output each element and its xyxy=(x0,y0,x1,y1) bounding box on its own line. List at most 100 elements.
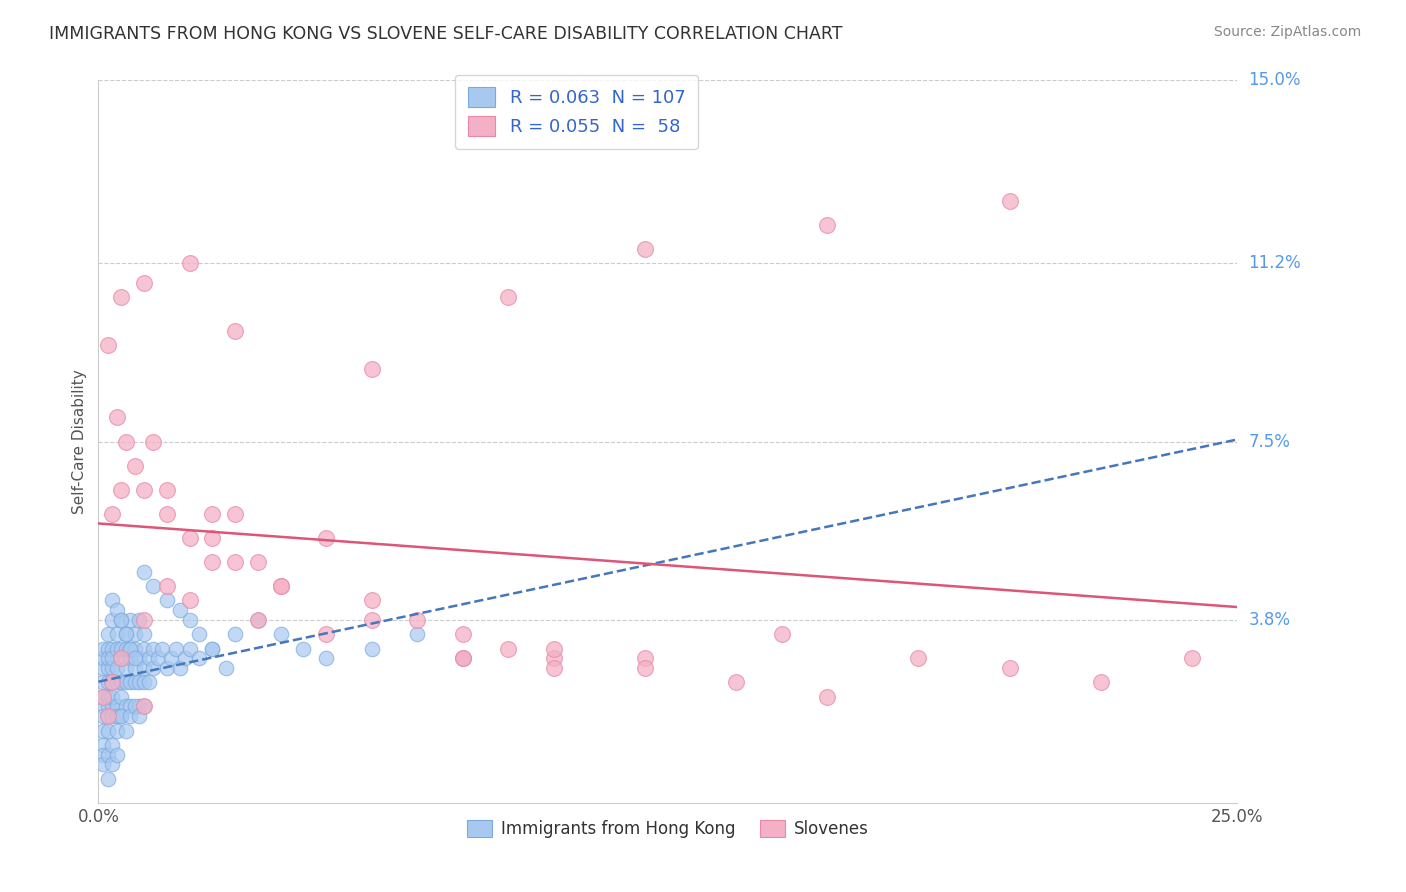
Point xyxy=(110,675,132,690)
Point xyxy=(132,675,155,690)
Point xyxy=(142,641,165,656)
Point xyxy=(132,699,155,714)
Point xyxy=(224,555,246,569)
Point xyxy=(128,613,150,627)
Text: 15.0%: 15.0% xyxy=(1249,71,1301,89)
Point xyxy=(543,641,565,656)
Point xyxy=(156,579,179,593)
Text: IMMIGRANTS FROM HONG KONG VS SLOVENE SELF-CARE DISABILITY CORRELATION CHART: IMMIGRANTS FROM HONG KONG VS SLOVENE SEL… xyxy=(49,25,842,43)
Point xyxy=(124,641,146,656)
Point xyxy=(725,675,748,690)
Point xyxy=(360,641,382,656)
Point xyxy=(215,661,238,675)
Point xyxy=(110,613,132,627)
Point xyxy=(101,699,124,714)
Point xyxy=(114,434,136,449)
Point xyxy=(110,709,132,723)
Point xyxy=(91,651,114,665)
Point xyxy=(91,675,114,690)
Point xyxy=(128,675,150,690)
Point xyxy=(105,675,128,690)
Point xyxy=(120,709,142,723)
Point xyxy=(179,531,201,545)
Point xyxy=(105,661,128,675)
Point xyxy=(498,641,520,656)
Point xyxy=(165,641,187,656)
Point xyxy=(543,651,565,665)
Point xyxy=(120,651,142,665)
Point xyxy=(114,641,136,656)
Point xyxy=(169,661,191,675)
Point xyxy=(315,651,337,665)
Point xyxy=(96,675,118,690)
Point xyxy=(101,675,124,690)
Point xyxy=(270,579,292,593)
Point xyxy=(201,531,224,545)
Point xyxy=(110,641,132,656)
Point xyxy=(815,218,838,232)
Y-axis label: Self-Care Disability: Self-Care Disability xyxy=(72,369,87,514)
Point xyxy=(124,699,146,714)
Point xyxy=(142,579,165,593)
Point xyxy=(105,603,128,617)
Point xyxy=(246,613,269,627)
Point xyxy=(124,675,146,690)
Point xyxy=(132,641,155,656)
Point xyxy=(132,661,155,675)
Point xyxy=(146,651,169,665)
Point xyxy=(128,651,150,665)
Text: Source: ZipAtlas.com: Source: ZipAtlas.com xyxy=(1213,25,1361,39)
Point xyxy=(174,651,197,665)
Point xyxy=(406,627,429,641)
Point xyxy=(156,593,179,607)
Point xyxy=(179,593,201,607)
Point xyxy=(96,651,118,665)
Point xyxy=(1181,651,1204,665)
Point xyxy=(128,709,150,723)
Point xyxy=(179,256,201,270)
Point xyxy=(96,699,118,714)
Point xyxy=(142,661,165,675)
Point xyxy=(101,593,124,607)
Point xyxy=(132,613,155,627)
Point xyxy=(105,410,128,425)
Point xyxy=(105,641,128,656)
Point xyxy=(634,651,657,665)
Point xyxy=(169,603,191,617)
Point xyxy=(91,699,114,714)
Point xyxy=(142,434,165,449)
Point xyxy=(201,507,224,521)
Point xyxy=(998,194,1021,208)
Point xyxy=(101,613,124,627)
Point xyxy=(179,613,201,627)
Point xyxy=(224,627,246,641)
Point xyxy=(110,483,132,497)
Point xyxy=(406,613,429,627)
Point xyxy=(360,613,382,627)
Point xyxy=(815,690,838,704)
Point xyxy=(110,651,132,665)
Point xyxy=(114,661,136,675)
Point xyxy=(224,507,246,521)
Point xyxy=(91,690,114,704)
Point xyxy=(120,699,142,714)
Point xyxy=(132,565,155,579)
Point xyxy=(105,709,128,723)
Legend: Immigrants from Hong Kong, Slovenes: Immigrants from Hong Kong, Slovenes xyxy=(461,814,875,845)
Point xyxy=(160,651,183,665)
Point xyxy=(96,641,118,656)
Point xyxy=(114,627,136,641)
Point xyxy=(101,757,124,772)
Point xyxy=(179,641,201,656)
Point xyxy=(105,723,128,738)
Point xyxy=(270,579,292,593)
Point xyxy=(315,531,337,545)
Point xyxy=(124,458,146,473)
Point xyxy=(101,651,124,665)
Point xyxy=(91,738,114,752)
Point xyxy=(156,483,179,497)
Point xyxy=(101,641,124,656)
Point xyxy=(124,627,146,641)
Text: 7.5%: 7.5% xyxy=(1249,433,1291,450)
Point xyxy=(246,555,269,569)
